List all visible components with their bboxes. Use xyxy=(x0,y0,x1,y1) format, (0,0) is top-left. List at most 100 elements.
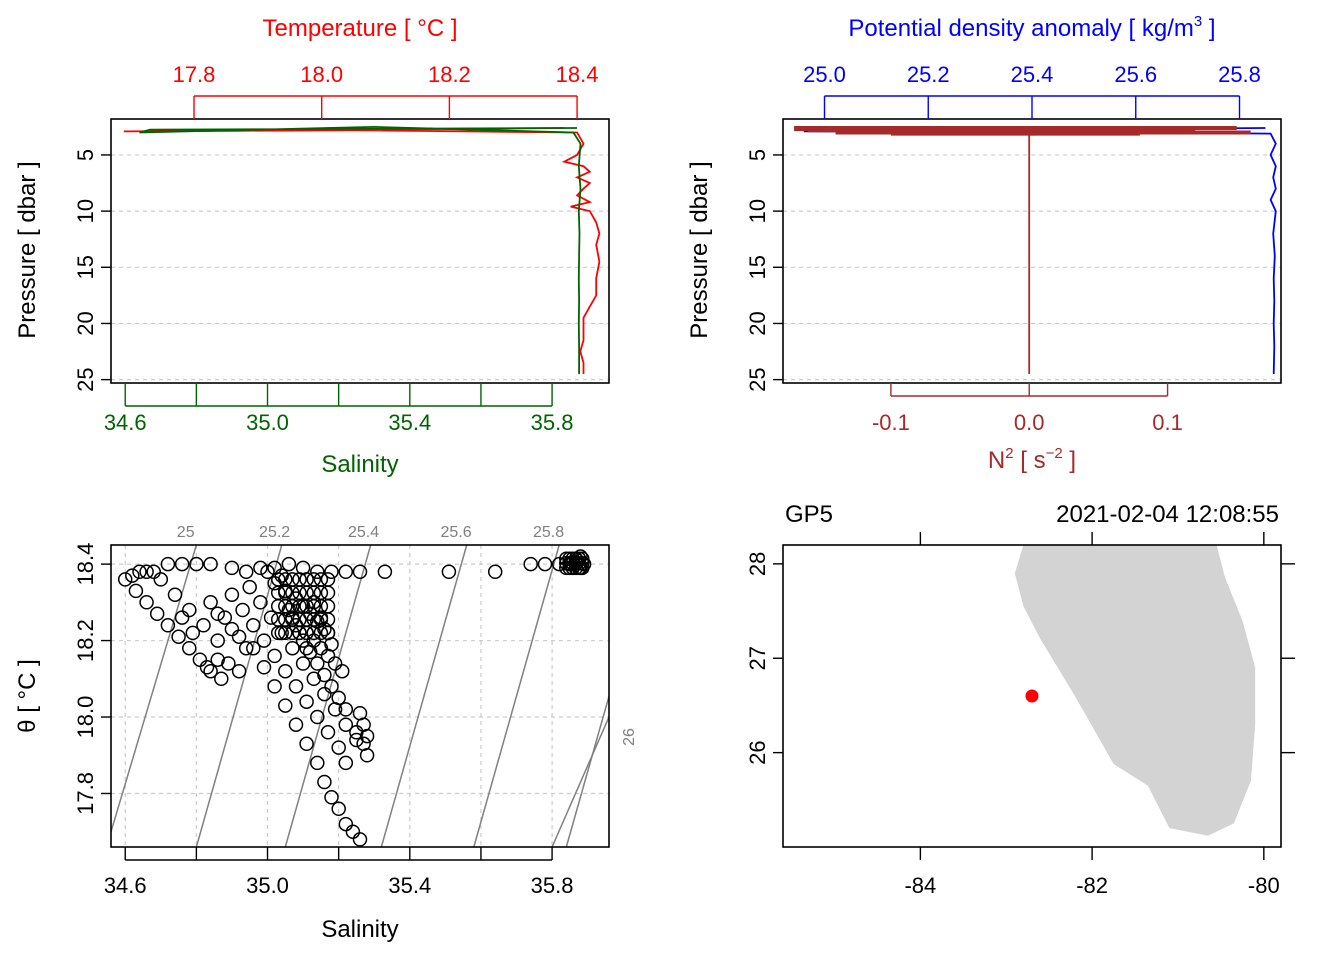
ts-point xyxy=(267,648,282,664)
isopycnal-line xyxy=(111,545,198,832)
ts-point xyxy=(575,551,590,567)
density-profile-y-axis-label: Pressure [ dbar ] xyxy=(686,161,713,338)
density-profile-top-tick-label: 25.6 xyxy=(1114,62,1157,87)
ts-point xyxy=(270,572,286,587)
ts-point xyxy=(278,663,293,679)
ts-point xyxy=(189,556,204,572)
ts-point xyxy=(285,640,300,656)
ts-point xyxy=(288,717,304,732)
isopycnal-line xyxy=(380,545,468,847)
density-profile-frame xyxy=(782,118,1282,384)
ts-point xyxy=(334,663,350,679)
ts-point xyxy=(221,656,236,671)
density-profile-y-tick-label: 10 xyxy=(745,199,770,223)
density-profile-y-tick-label: 25 xyxy=(745,367,770,391)
ts-point xyxy=(352,564,368,580)
map-land-florida xyxy=(1014,545,1256,836)
ts-point xyxy=(320,572,336,587)
ts-point xyxy=(324,679,339,694)
panel-ts-diagram: 25 25.2 25.4 25.6 25.8 26 34.6 35.0 35.4 35.8 17… xyxy=(14,524,638,943)
ts-point xyxy=(149,606,165,622)
ts-point xyxy=(338,564,354,580)
panel-density-profile: 5 10 15 20 25 25.0 25.2 25.4 25.6 25.8 -0.1 0.0 0.… xyxy=(686,13,1282,474)
ts-point xyxy=(299,572,314,587)
ts-point xyxy=(253,595,268,610)
density-profile-bottom-tick-label: 0.0 xyxy=(1014,410,1045,435)
ts-point xyxy=(356,736,371,752)
ts-profile-y-tick-label: 25 xyxy=(73,367,98,391)
ts-point xyxy=(267,679,282,694)
isopycnal-label: 25 xyxy=(177,524,195,541)
ts-diagram-x-tick-label: 35.8 xyxy=(531,873,574,898)
density-profile-y-tick-label: 5 xyxy=(745,149,770,161)
n2-profile-line xyxy=(794,126,1251,374)
ts-profile-top-tick-label: 17.8 xyxy=(173,62,216,87)
ts-profile-bottom-tick-label: 35.4 xyxy=(388,410,431,435)
ts-point xyxy=(338,755,354,771)
map-y-tick-label: 26 xyxy=(745,740,770,764)
ts-point xyxy=(260,564,275,580)
ts-diagram-frame xyxy=(110,544,610,848)
ts-point xyxy=(537,556,553,572)
ts-point xyxy=(224,587,240,602)
ts-point xyxy=(217,610,233,625)
density-profile-top-axis: 25.0 25.2 25.4 25.6 25.8 xyxy=(803,62,1261,119)
ts-point xyxy=(487,564,503,580)
ts-profile-grid xyxy=(111,154,609,381)
isopycnal-line xyxy=(195,545,283,847)
ts-point xyxy=(242,579,257,595)
ts-point xyxy=(324,564,339,580)
density-profile-bottom-axis: -0.1 0.0 0.1 xyxy=(872,383,1183,435)
map-x-tick-label: -84 xyxy=(904,873,936,898)
ts-point xyxy=(174,610,190,625)
ts-profile-y-tick-label: 10 xyxy=(73,199,98,223)
ts-diagram-x-tick-label: 34.6 xyxy=(104,873,147,898)
ts-point xyxy=(117,572,133,587)
ts-point xyxy=(203,663,218,679)
ts-profile-bottom-tick-label: 35.0 xyxy=(246,410,289,435)
ts-point xyxy=(139,564,154,580)
isopycnal-line xyxy=(284,545,372,847)
ts-profile-bottom-axis: 34.6 35.0 35.4 35.8 xyxy=(104,383,573,435)
density-profile-top-axis-label: Potential density anomaly [ kg/m3 ] xyxy=(848,13,1215,42)
density-profile-grid xyxy=(783,154,1281,381)
ts-point xyxy=(345,824,361,839)
ts-diagram-x-axis-label: Salinity xyxy=(321,916,398,943)
ts-point xyxy=(196,618,211,633)
ts-profile-top-tick-label: 18.2 xyxy=(428,62,471,87)
ts-point xyxy=(352,832,368,847)
ts-point xyxy=(224,560,240,576)
density-profile-bottom-tick-label: 0.1 xyxy=(1152,410,1183,435)
ts-point xyxy=(167,587,183,602)
ts-diagram-x-tick-label: 35.4 xyxy=(388,873,431,898)
ts-point xyxy=(295,633,311,648)
ts-profile-frame xyxy=(110,118,610,384)
ts-point xyxy=(231,663,247,679)
ts-point xyxy=(313,572,329,587)
density-profile-top-tick-label: 25.8 xyxy=(1218,62,1261,87)
ts-point xyxy=(192,652,208,667)
density-profile-top-tick-label: 25.0 xyxy=(803,62,846,87)
ts-point xyxy=(317,667,332,683)
ts-point xyxy=(310,755,325,771)
density-profile-line xyxy=(803,127,1277,375)
ts-point xyxy=(203,595,218,610)
ts-point xyxy=(246,640,261,656)
ts-profile-bottom-axis-label: Salinity xyxy=(321,451,398,478)
ts-point xyxy=(331,690,346,706)
temperature-profile-line xyxy=(123,127,601,374)
ts-point xyxy=(324,790,339,805)
ts-point xyxy=(338,717,354,732)
ts-point xyxy=(281,602,297,618)
map-x-tick-label: -82 xyxy=(1076,873,1108,898)
ts-point xyxy=(171,629,186,644)
ts-profile-top-axis-label: Temperature [ °C ] xyxy=(263,15,458,42)
ts-point xyxy=(203,556,218,572)
ts-point xyxy=(441,564,457,580)
ts-point xyxy=(292,572,307,587)
ts-profile-top-tick-label: 18.4 xyxy=(556,62,599,87)
ts-point xyxy=(302,644,318,660)
ts-point xyxy=(310,656,325,671)
